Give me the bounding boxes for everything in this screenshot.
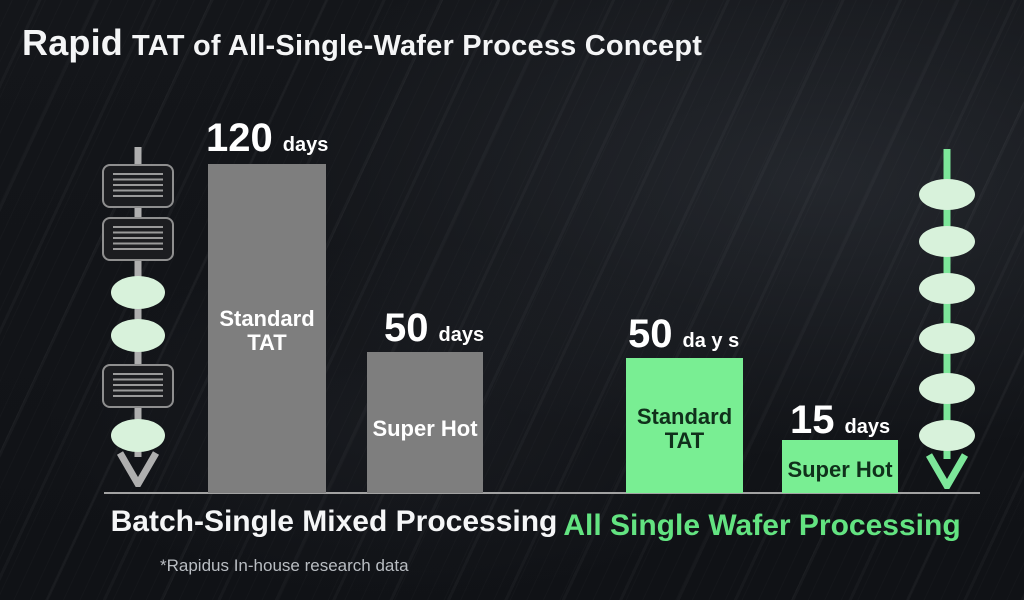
- wafer-icon: [919, 420, 975, 451]
- value-label-50-days-gray: 50 days: [384, 306, 484, 351]
- value-label-120-days: 120 days: [206, 116, 328, 161]
- footnote: *Rapidus In-house research data: [160, 556, 409, 575]
- wafer-icon: [919, 323, 975, 354]
- bar-batch-standard-tat: Standard TAT: [208, 164, 326, 493]
- wafer-icon: [919, 273, 975, 304]
- group-label-all-single-wafer: All Single Wafer Processing: [563, 509, 961, 542]
- value-number: 50: [628, 312, 673, 356]
- chart-baseline: [104, 492, 980, 494]
- value-unit: days: [844, 416, 891, 438]
- single-wafer-flow-diagram: [915, 145, 979, 495]
- bar-batch-super-hot: Super Hot: [367, 352, 483, 493]
- wafer-icon: [919, 373, 975, 404]
- bar-name-label: Super Hot: [372, 416, 478, 441]
- bar-single-standard-tat: Standard TAT: [626, 358, 743, 493]
- title-rest: TAT of All-Single-Wafer Process Concept: [132, 30, 703, 62]
- cassette-slots: [113, 226, 163, 252]
- flow-line-green: [943, 149, 951, 459]
- bar-name-label: Super Hot: [787, 457, 893, 482]
- cassette-slots: [113, 373, 163, 399]
- bar-name-label: Standard TAT: [219, 306, 315, 355]
- wafer-cassette-icon: [102, 364, 174, 408]
- value-number: 50: [384, 306, 429, 350]
- wafer-icon: [111, 419, 165, 452]
- group-label-batch-single: Batch-Single Mixed Processing: [110, 505, 558, 538]
- wafer-icon: [919, 226, 975, 257]
- value-unit: days: [282, 134, 329, 156]
- wafer-icon: [111, 276, 165, 309]
- title-emphasis: Rapid: [22, 22, 124, 63]
- value-number: 15: [790, 398, 835, 442]
- page-title: Rapid TAT of All-Single-Wafer Process Con…: [22, 22, 702, 64]
- cassette-slots: [113, 173, 163, 199]
- wafer-cassette-icon: [102, 217, 174, 261]
- value-label-15-days: 15 days: [790, 398, 890, 443]
- value-number: 120: [206, 116, 273, 160]
- batch-flow-diagram: [100, 145, 176, 495]
- value-unit: da y s: [682, 330, 740, 352]
- arrow-down-icon: [925, 453, 969, 489]
- value-unit: days: [438, 324, 485, 346]
- wafer-icon: [919, 179, 975, 210]
- bar-name-label: Standard TAT: [636, 404, 733, 453]
- value-label-50-days-green: 50 da y s: [628, 312, 739, 357]
- wafer-icon: [111, 319, 165, 352]
- wafer-cassette-icon: [102, 164, 174, 208]
- bar-single-super-hot: Super Hot: [782, 440, 898, 493]
- arrow-down-icon: [116, 451, 160, 487]
